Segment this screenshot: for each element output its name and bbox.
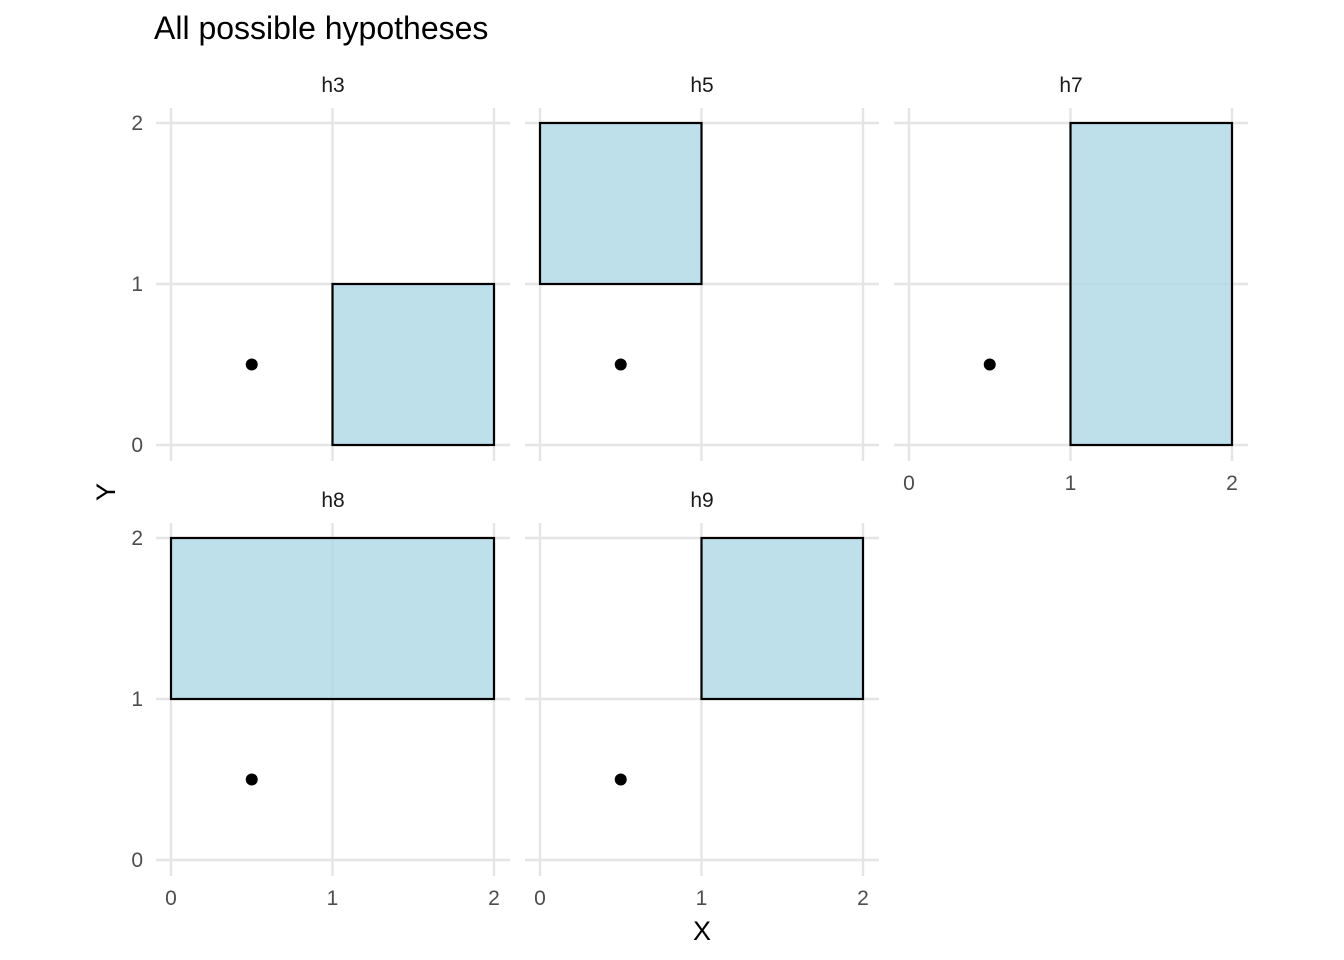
x-tick-label: 2: [1226, 472, 1238, 495]
facet-panel-h9: h9 0 1 2: [525, 489, 879, 910]
y-axis-title: Y: [91, 483, 121, 501]
data-point: [245, 773, 258, 786]
y-tick-label: 1: [131, 273, 143, 296]
data-point: [614, 773, 627, 786]
facet-strip-label: h9: [690, 489, 713, 512]
facet-panels: h3 0 1 2 h5 h7 0 1 2 h8 0 1 2 0 1 2 h9 0 1 2: [131, 74, 1248, 910]
x-tick-label: 0: [903, 472, 915, 495]
facet-strip-label: h7: [1059, 74, 1082, 97]
facet-strip-label: h5: [690, 74, 713, 97]
hypothesis-rect: [169, 536, 496, 701]
x-tick-label: 2: [488, 887, 500, 910]
x-tick-label: 0: [165, 887, 177, 910]
data-point: [983, 358, 996, 371]
facet-panel-h5: h5: [525, 74, 879, 461]
y-tick-label: 2: [131, 112, 143, 135]
y-tick-label: 0: [131, 849, 143, 872]
data-point: [614, 358, 627, 371]
facet-panel-h3: h3 0 1 2: [131, 74, 510, 461]
hypothesis-rect: [1069, 121, 1234, 447]
hypothesis-rect: [538, 121, 703, 286]
x-tick-label: 1: [327, 887, 339, 910]
y-tick-label: 1: [131, 688, 143, 711]
facet-panel-h8: h8 0 1 2 0 1 2: [131, 489, 510, 910]
y-tick-label: 0: [131, 434, 143, 457]
data-point: [245, 358, 258, 371]
x-tick-label: 1: [696, 887, 708, 910]
x-tick-label: 1: [1065, 472, 1077, 495]
x-tick-label: 2: [857, 887, 869, 910]
hypothesis-rect: [331, 282, 496, 447]
y-tick-label: 2: [131, 527, 143, 550]
x-axis-title: X: [693, 916, 711, 946]
chart-title: All possible hypotheses: [154, 10, 488, 46]
hypothesis-rect: [700, 536, 865, 701]
facet-panel-h7: h7 0 1 2: [894, 74, 1248, 495]
facet-strip-label: h8: [321, 489, 344, 512]
facet-strip-label: h3: [321, 74, 344, 97]
x-tick-label: 0: [534, 887, 546, 910]
